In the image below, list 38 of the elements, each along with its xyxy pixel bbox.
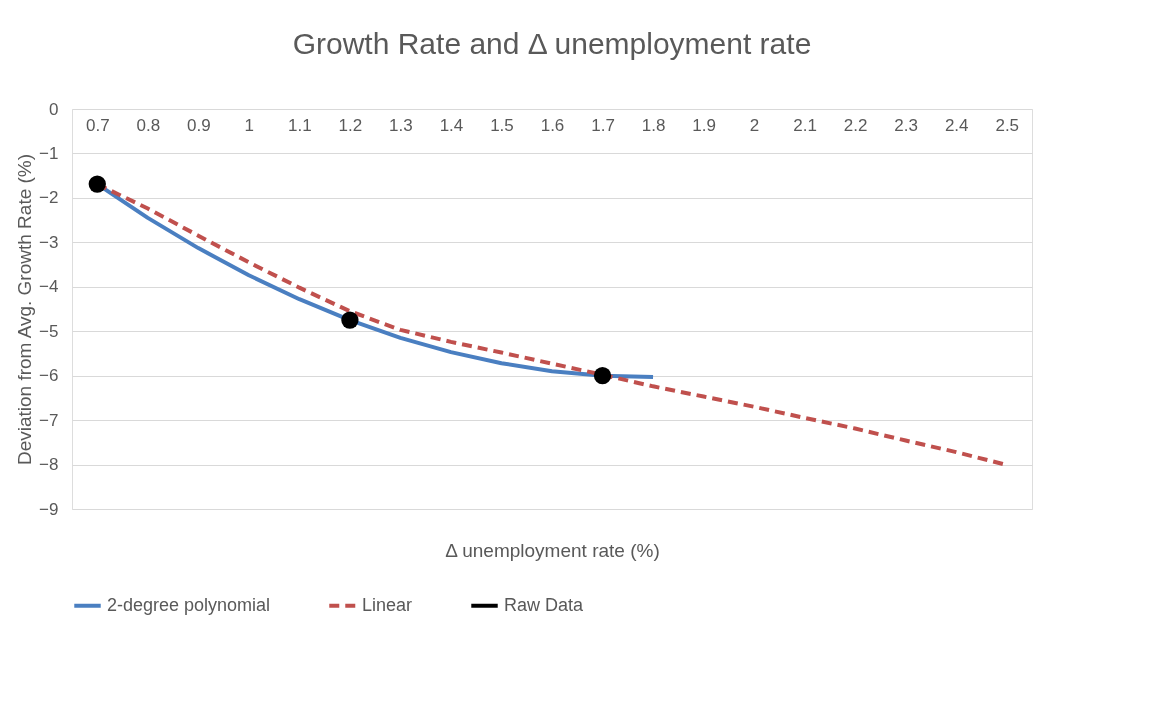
- legend-label: 2-degree polynomial: [107, 594, 271, 615]
- y-tick-label: −3: [39, 232, 59, 252]
- x-tick-label: 1.8: [641, 115, 666, 135]
- x-tick-label: 1.9: [692, 115, 716, 135]
- x-tick-label: 1.2: [338, 115, 363, 135]
- point: [593, 367, 612, 385]
- x-tick-label: 2.2: [843, 115, 868, 135]
- x-tick-label: 0.8: [136, 115, 161, 135]
- y-tick-label: −5: [39, 321, 59, 341]
- chart-title: Growth Rate and Δ unemployment rate: [292, 27, 812, 60]
- y-tick-label: −8: [39, 455, 59, 475]
- point: [88, 175, 106, 193]
- y-tick-label: −1: [39, 143, 59, 163]
- y-tick-label: −6: [39, 366, 59, 386]
- x-tick-label: 2.1: [793, 115, 817, 135]
- x-tick-label: 2.5: [995, 115, 1020, 135]
- x-tick-label: 2.3: [894, 115, 918, 135]
- x-tick-label: 1.6: [540, 115, 565, 135]
- point: [341, 311, 359, 329]
- legend-label: Raw Data: [504, 594, 585, 615]
- x-tick-label: 2: [749, 115, 760, 135]
- x-tick-label: 1.3: [389, 115, 413, 135]
- y-tick-label: −2: [39, 188, 59, 208]
- y-tick-label: −4: [39, 277, 59, 297]
- y-tick-label: −9: [39, 499, 59, 519]
- x-tick-label: 0.7: [85, 115, 110, 135]
- x-tick-label: 1: [244, 115, 255, 135]
- y-axis-title: Deviation from Avg. Growth Rate (%): [14, 153, 36, 466]
- x-tick-label: 2.4: [944, 115, 969, 135]
- y-tick-label: −7: [39, 410, 59, 430]
- x-tick-label: 0.9: [187, 115, 211, 135]
- x-tick-label: 1.4: [439, 115, 464, 135]
- y-tick-label: 0: [49, 99, 59, 119]
- x-axis-title: Δ unemployment rate (%): [445, 539, 660, 561]
- x-tick-label: 1.5: [490, 115, 514, 135]
- legend-label: Linear: [362, 594, 413, 615]
- x-tick-label: 1.7: [591, 115, 615, 135]
- x-tick-label: 1.1: [288, 115, 312, 135]
